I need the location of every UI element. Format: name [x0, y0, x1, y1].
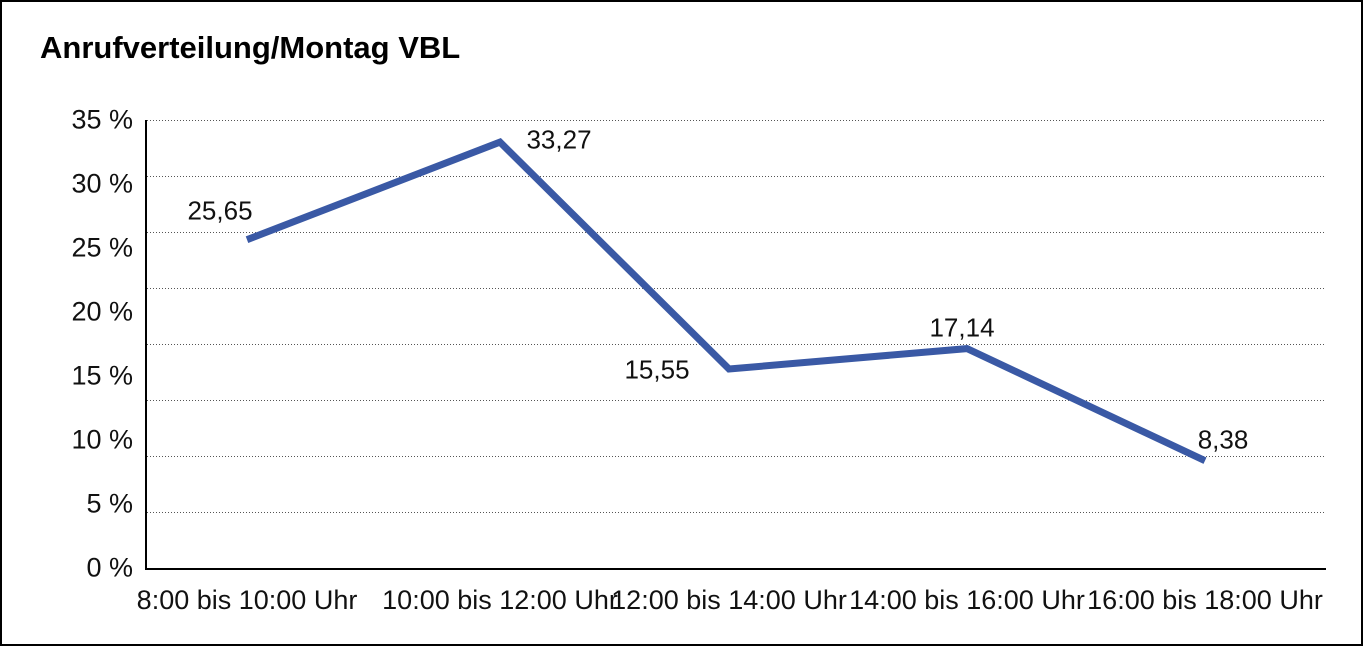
line-series-polyline — [245, 138, 1207, 464]
x-tick-label: 8:00 bis 10:00 Uhr — [136, 585, 358, 615]
y-tick-label: 20 % — [71, 296, 133, 327]
gridline — [147, 120, 1326, 121]
y-tick-label: 5 % — [86, 488, 133, 519]
gridline — [147, 456, 1326, 457]
data-point-label: 25,65 — [187, 195, 253, 226]
chart-title: Anrufverteilung/Montag VBL — [40, 30, 461, 65]
x-tick-label: 16:00 bis 18:00 Uhr — [1087, 585, 1323, 615]
y-tick-label: 10 % — [71, 424, 133, 455]
data-point-label: 17,14 — [929, 312, 995, 343]
x-tick-label: 12:00 bis 14:00 Uhr — [611, 585, 847, 615]
gridline — [147, 176, 1326, 177]
y-tick-label: 35 % — [71, 104, 133, 135]
x-tick-label: 14:00 bis 16:00 Uhr — [849, 585, 1085, 615]
gridline — [147, 400, 1326, 401]
y-axis-line — [145, 120, 147, 570]
data-point-label: 33,27 — [526, 124, 592, 155]
gridline — [147, 232, 1326, 233]
gridline — [147, 512, 1326, 513]
x-tick-label: 10:00 bis 12:00 Uhr — [382, 585, 618, 615]
gridline — [147, 344, 1326, 345]
y-tick-label: 25 % — [71, 232, 133, 263]
data-point-label: 15,55 — [624, 354, 690, 385]
x-axis-line — [145, 568, 1326, 570]
data-point-label: 8,38 — [1197, 424, 1249, 455]
y-tick-label: 30 % — [71, 168, 133, 199]
y-tick-label: 0 % — [86, 552, 133, 583]
gridline — [147, 288, 1326, 289]
y-tick-label: 15 % — [71, 360, 133, 391]
